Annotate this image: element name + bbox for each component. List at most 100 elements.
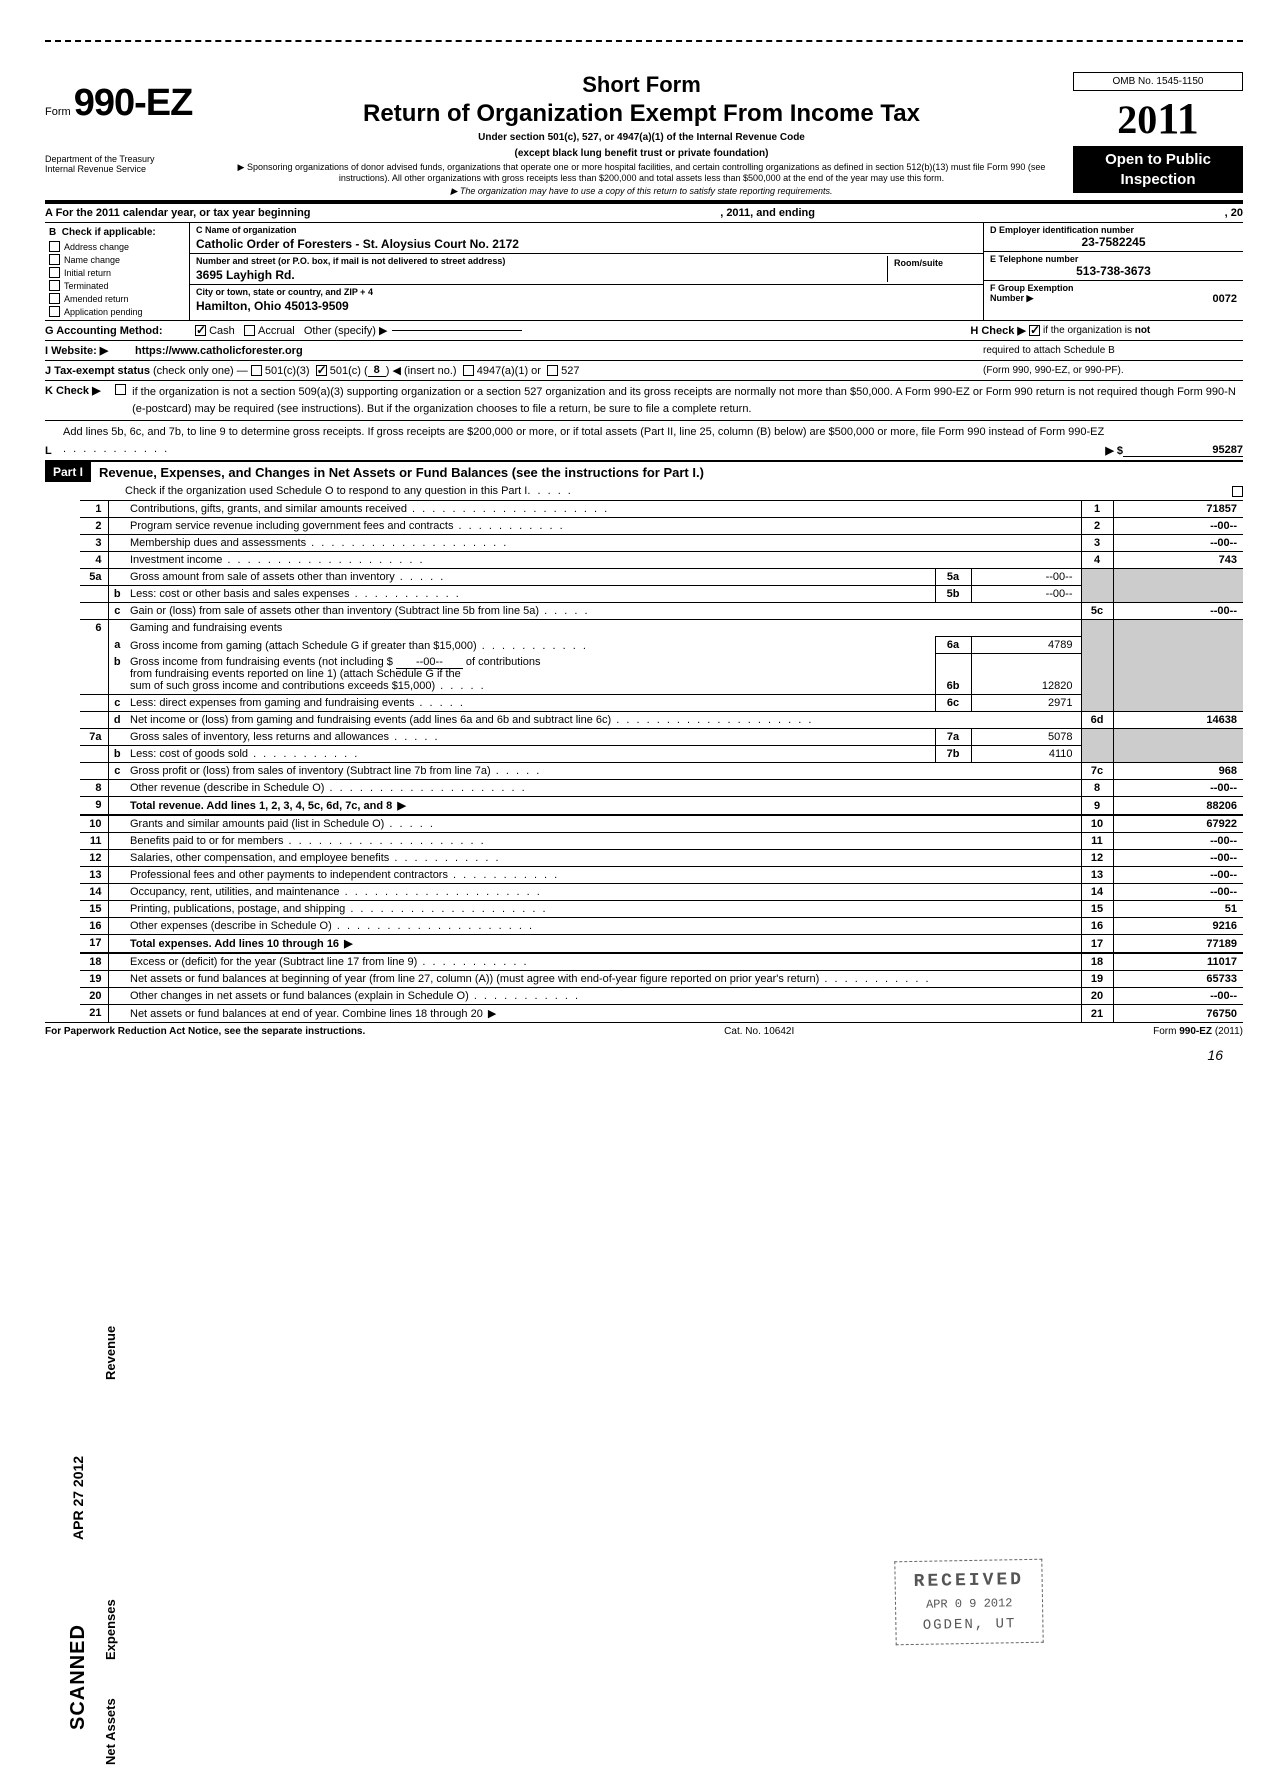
right-box: OMB No. 1545-1150 2011 Open to Public In… [1073,72,1243,193]
website: https://www.catholicforester.org [135,345,303,357]
j-label: J Tax-exempt status [45,365,150,377]
title-return: Return of Organization Exempt From Incom… [220,100,1063,128]
g-cash: Cash [209,325,235,337]
l-arrow: ▶ $ [1105,444,1123,457]
row-10: 10 Grants and similar amounts paid (list… [80,815,1243,833]
row-3: 3 Membership dues and assessments 3--00-… [80,535,1243,552]
row-4: 4 Investment income 4743 [80,552,1243,569]
row-17: 17 Total expenses. Add lines 10 through … [80,934,1243,953]
a-mid: , 2011, and ending [720,207,815,219]
l-val: 95287 [1123,444,1243,457]
c-name-label: C Name of organization [196,225,977,235]
room-suite: Room/suite [887,256,977,282]
dept-line2: Internal Revenue Service [45,165,210,175]
row-13: 13 Professional fees and other payments … [80,866,1243,883]
row-9: 9 Total revenue. Add lines 1, 2, 3, 4, 5… [80,796,1243,815]
open2: Inspection [1079,170,1237,190]
footer-right-form: 990-EZ [1179,1026,1212,1037]
col-b: B Check if applicable: Address change Na… [45,223,190,320]
g-other: Other (specify) ▶ [304,324,388,337]
row-6b: b Gross income from fundraising events (… [80,654,1243,695]
h-text-short: if the organization is not [1043,325,1243,336]
part1-label: Part I [45,462,91,482]
row-18: 18 Excess or (deficit) for the year (Sub… [80,953,1243,971]
b-letter: B [49,227,56,238]
group-exemption: 0072 [1213,293,1237,305]
row-14: 14 Occupancy, rent, utilities, and maint… [80,883,1243,900]
scanned-stamp: SCANNED [67,1624,90,1730]
footer: For Paperwork Reduction Act Notice, see … [45,1022,1243,1037]
part1-table: 1 Contributions, gifts, grants, and simi… [80,500,1243,1022]
row-6a: a Gross income from gaming (attach Sched… [80,637,1243,654]
open-inspection: Open to Public Inspection [1073,146,1243,193]
e-label: E Telephone number [990,254,1237,264]
g-label: G Accounting Method: [45,325,195,337]
chk-amended[interactable]: Amended return [49,292,185,305]
row-7a: 7a Gross sales of inventory, less return… [80,728,1243,745]
l-letter: L [45,445,63,457]
footer-right-year: (2011) [1215,1026,1243,1037]
501c-num: 8 [368,364,386,377]
netassets-sidebar: Net Assets [103,1699,118,1765]
stamp-date: APR 0 9 2012 [913,1596,1024,1612]
line-j: J Tax-exempt status (check only one) — 5… [45,360,1243,380]
note2: ▶ The organization may have to use a cop… [220,186,1063,197]
part1-check-text: Check if the organization used Schedule … [125,485,527,497]
line-i: I Website: ▶ https://www.catholicforeste… [45,340,1243,360]
chk-name[interactable]: Name change [49,253,185,266]
stamp-received: RECEIVED [913,1570,1024,1592]
city-val: Hamilton, Ohio 45013-9509 [196,297,977,313]
chk-terminated[interactable]: Terminated [49,279,185,292]
row-11: 11 Benefits paid to or for members 11--0… [80,832,1243,849]
footer-mid: Cat. No. 10642I [724,1026,794,1037]
row-16: 16 Other expenses (describe in Schedule … [80,917,1243,934]
line-a: A For the 2011 calendar year, or tax yea… [45,203,1243,222]
chk-501c3[interactable] [251,365,262,376]
g-accrual: Accrual [258,325,295,337]
row-5b: b Less: cost or other basis and sales ex… [80,586,1243,603]
date-stamp: APR 27 2012 [70,1456,86,1540]
chk-pending[interactable]: Application pending [49,305,185,318]
note1: ▶ Sponsoring organizations of donor advi… [220,162,1063,184]
chk-address[interactable]: Address change [49,240,185,253]
street-label: Number and street (or P.O. box, if mail … [196,256,887,266]
line-l: L Add lines 5b, 6c, and 7b, to line 9 to… [45,420,1243,460]
chk-527[interactable] [547,365,558,376]
b-check-label: Check if applicable: [62,227,156,238]
chk-501c[interactable] [316,365,327,376]
row-5a: 5a Gross amount from sale of assets othe… [80,569,1243,586]
row-6c: c Less: direct expenses from gaming and … [80,694,1243,711]
form-number: 990-EZ [74,82,193,124]
row-6d: d Net income or (loss) from gaming and f… [80,711,1243,728]
row-15: 15 Printing, publications, postage, and … [80,900,1243,917]
form-prefix: Form [45,106,71,118]
title-box: Short Form Return of Organization Exempt… [210,72,1073,196]
row-20: 20 Other changes in net assets or fund b… [80,987,1243,1004]
chk-h[interactable] [1029,325,1040,336]
open1: Open to Public [1079,150,1237,170]
k-label: K Check ▶ [45,384,115,397]
tax-year: 2011 [1073,93,1243,144]
chk-initial[interactable]: Initial return [49,266,185,279]
chk-4947[interactable] [463,365,474,376]
row-19: 19 Net assets or fund balances at beginn… [80,970,1243,987]
f-label: F Group Exemption [990,283,1237,293]
form-number-box: Form 990-EZ Department of the Treasury I… [45,72,210,175]
chk-part1-scho[interactable] [1232,486,1243,497]
page-number: 16 [45,1047,1243,1063]
year-prefix: 20 [1117,97,1157,142]
part1-title: Revenue, Expenses, and Changes in Net As… [91,465,704,480]
org-name: Catholic Order of Foresters - St. Aloysi… [196,235,977,251]
phone: 513-738-3673 [990,264,1237,278]
chk-k[interactable] [115,384,126,395]
received-stamp: RECEIVED APR 0 9 2012 OGDEN, UT [894,1559,1044,1646]
l-text: Add lines 5b, 6c, and 7b, to line 9 to d… [63,426,1104,438]
h-text-end: (Form 990, 990-EZ, or 990-PF). [983,365,1243,376]
part1-check: Check if the organization used Schedule … [45,482,1243,500]
k-text: if the organization is not a section 509… [132,384,1243,417]
chk-accrual[interactable] [244,325,255,336]
line-k: K Check ▶ if the organization is not a s… [45,380,1243,420]
row-8: 8 Other revenue (describe in Schedule O)… [80,779,1243,796]
revenue-sidebar: Revenue [103,1326,118,1380]
chk-cash[interactable] [195,325,206,336]
